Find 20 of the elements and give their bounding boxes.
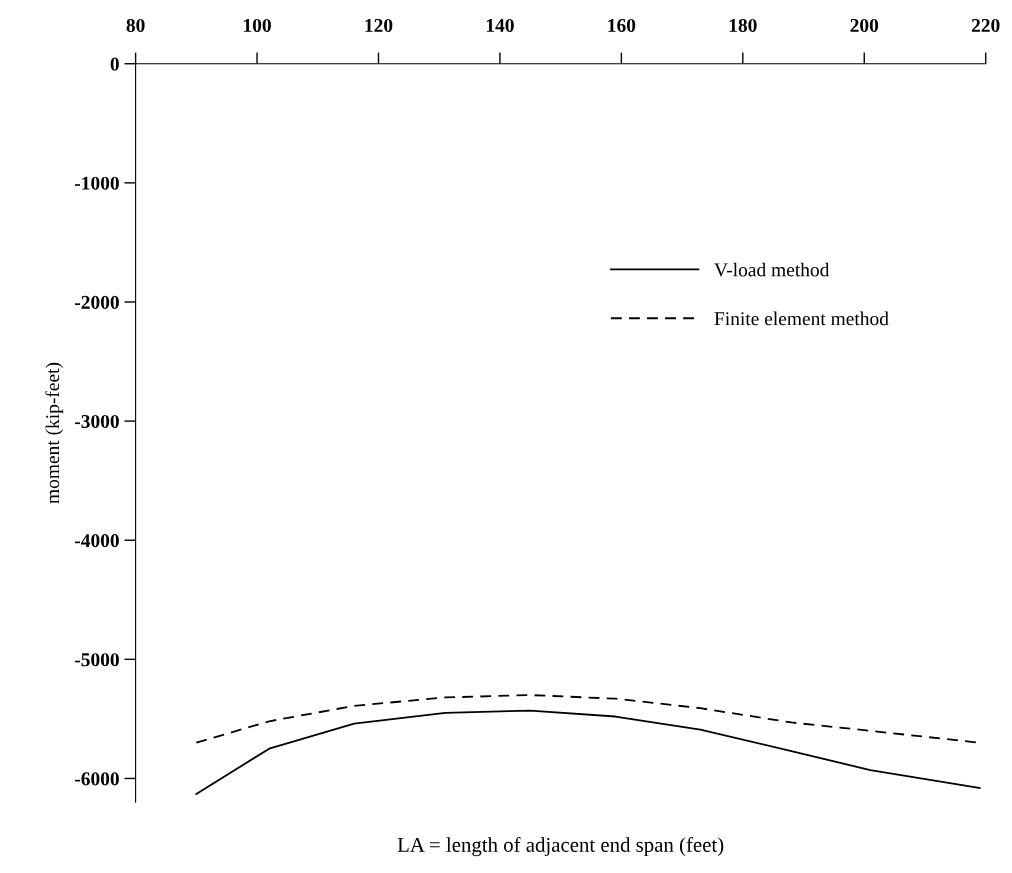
x-tick-label: 120 [365, 18, 393, 32]
x-tick-label: 80 [126, 18, 145, 32]
y-tick-label: -1000 [74, 176, 119, 190]
x-tick-label: 180 [729, 18, 757, 32]
y-tick-label: 0 [110, 57, 119, 71]
x-tick-label: 200 [850, 18, 879, 32]
x-tick-label: 140 [486, 18, 514, 32]
y-tick-label: -6000 [74, 772, 119, 786]
y-tick-label: -2000 [74, 295, 119, 309]
line-series [195, 709, 981, 795]
y-axis-title: moment (kip-feet) [45, 362, 64, 504]
y-tick-label: -3000 [74, 414, 119, 429]
y-tick-label: -4000 [74, 534, 119, 548]
legend-label: Finite element method [714, 311, 889, 326]
x-tick-label: 100 [244, 18, 271, 32]
x-tick-label: 220 [971, 18, 1000, 32]
y-tick-label: -5000 [74, 653, 119, 667]
x-axis-title: LA = length of adjacent end span (feet) [397, 837, 724, 857]
legend-label: V-load method [714, 262, 830, 277]
x-tick-label: 160 [608, 18, 636, 32]
